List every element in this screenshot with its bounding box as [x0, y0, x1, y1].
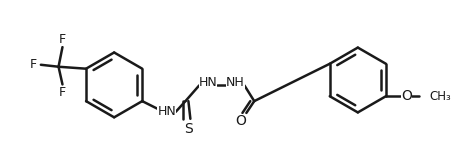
Text: O: O: [235, 114, 246, 128]
Text: HN: HN: [199, 76, 218, 89]
Text: S: S: [184, 122, 193, 136]
Text: O: O: [401, 89, 412, 103]
Text: HN: HN: [157, 105, 176, 118]
Text: CH₃: CH₃: [429, 90, 451, 103]
Text: F: F: [59, 33, 66, 46]
Text: F: F: [59, 86, 66, 99]
Text: F: F: [30, 58, 37, 71]
Text: NH: NH: [226, 76, 245, 89]
